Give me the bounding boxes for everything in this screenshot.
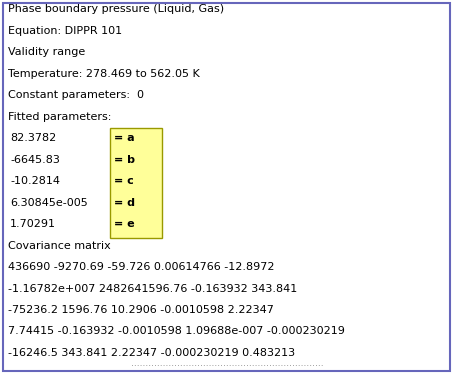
Text: -75236.2 1596.76 10.2906 -0.0010598 2.22347: -75236.2 1596.76 10.2906 -0.0010598 2.22… xyxy=(8,305,274,315)
Text: Constant parameters:  0: Constant parameters: 0 xyxy=(8,90,144,100)
Text: Fitted parameters:: Fitted parameters: xyxy=(8,111,111,122)
Text: Equation: DIPPR 101: Equation: DIPPR 101 xyxy=(8,25,122,36)
Text: -1.16782e+007 2482641596.76 -0.163932 343.841: -1.16782e+007 2482641596.76 -0.163932 34… xyxy=(8,283,297,294)
Text: 7.74415 -0.163932 -0.0010598 1.09688e-007 -0.000230219: 7.74415 -0.163932 -0.0010598 1.09688e-00… xyxy=(8,327,345,337)
Text: -16246.5 343.841 2.22347 -0.000230219 0.483213: -16246.5 343.841 2.22347 -0.000230219 0.… xyxy=(8,348,295,358)
Text: -10.2814: -10.2814 xyxy=(10,176,60,186)
Text: = a: = a xyxy=(114,133,135,143)
FancyBboxPatch shape xyxy=(3,3,450,371)
Text: 436690 -9270.69 -59.726 0.00614766 -12.8972: 436690 -9270.69 -59.726 0.00614766 -12.8… xyxy=(8,262,275,272)
FancyBboxPatch shape xyxy=(110,128,162,237)
Text: = d: = d xyxy=(114,197,135,208)
Text: -6645.83: -6645.83 xyxy=(10,154,60,165)
Text: = e: = e xyxy=(114,219,135,229)
Text: Covariance matrix: Covariance matrix xyxy=(8,240,111,251)
Text: = b: = b xyxy=(114,154,135,165)
Text: = c: = c xyxy=(114,176,134,186)
Text: Temperature: 278.469 to 562.05 K: Temperature: 278.469 to 562.05 K xyxy=(8,68,200,79)
Text: Phase boundary pressure (Liquid, Gas): Phase boundary pressure (Liquid, Gas) xyxy=(8,4,224,14)
Text: 1.70291: 1.70291 xyxy=(10,219,56,229)
Text: ...................................................................: ........................................… xyxy=(130,359,323,368)
Text: 6.30845e-005: 6.30845e-005 xyxy=(10,197,88,208)
Text: 82.3782: 82.3782 xyxy=(10,133,56,143)
Text: Validity range: Validity range xyxy=(8,47,85,57)
